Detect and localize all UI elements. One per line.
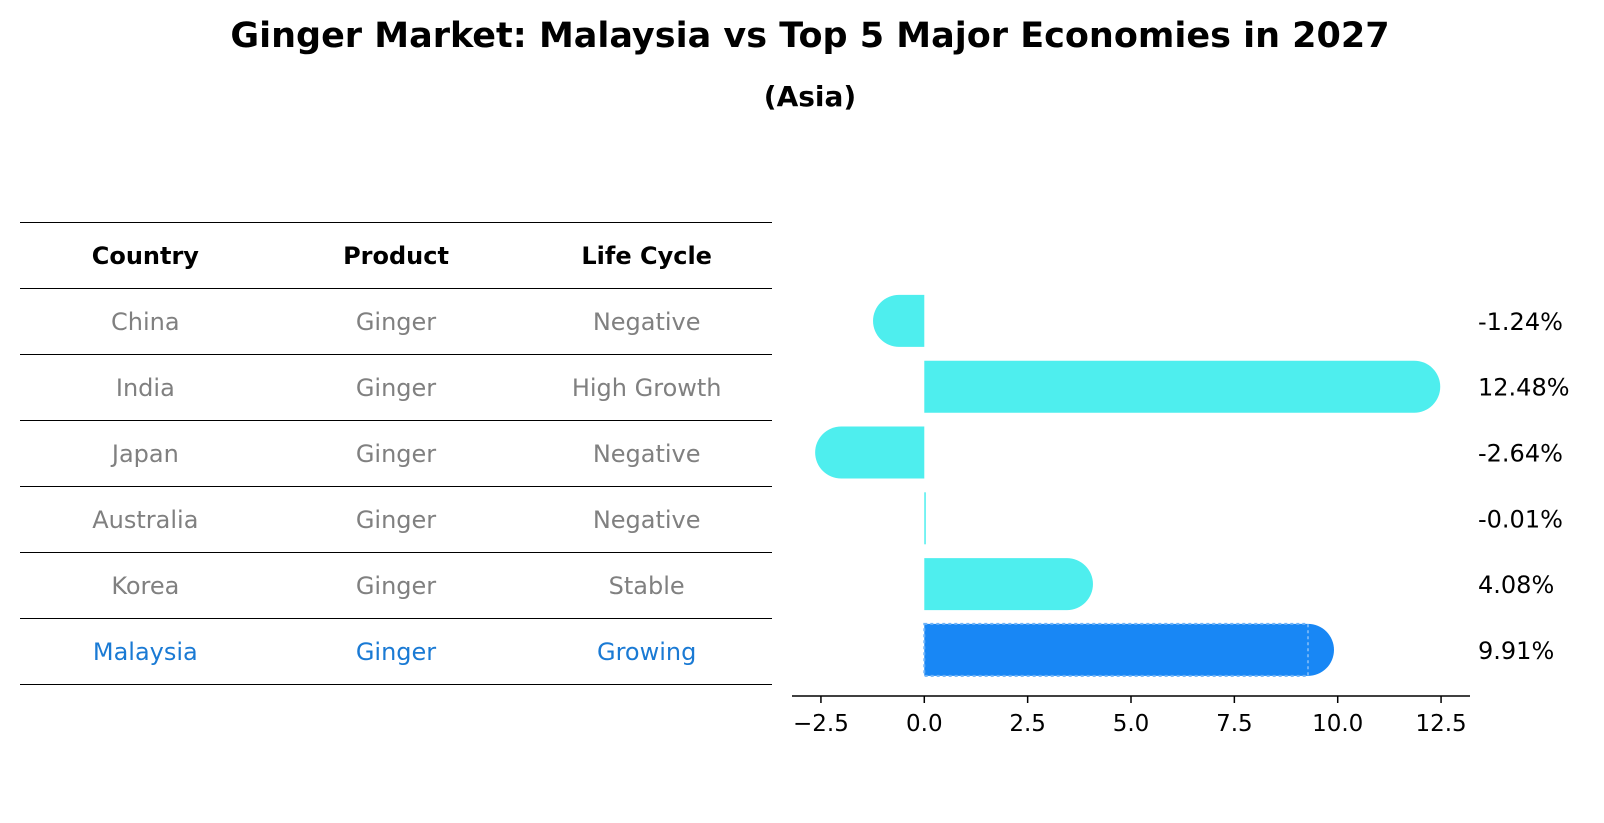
chart-title: Ginger Market: Malaysia vs Top 5 Major E…	[230, 16, 1390, 56]
bar-japan	[815, 426, 925, 479]
cell-product: Ginger	[355, 637, 437, 666]
bar-korea	[924, 558, 1093, 611]
table-row-highlight: Malaysia Ginger Growing	[20, 618, 772, 685]
table-row: China Ginger Negative	[20, 288, 772, 354]
x-tick-label: 0.0	[906, 711, 943, 737]
cell-product: Ginger	[355, 571, 437, 600]
value-label: 12.48%	[1478, 374, 1570, 402]
table-row: India Ginger High Growth	[20, 354, 772, 420]
value-label: -1.24%	[1478, 308, 1563, 336]
bar-china	[873, 294, 925, 347]
cell-life-cycle: Growing	[596, 637, 697, 666]
cell-life-cycle: Negative	[592, 505, 701, 534]
x-tick-label: −2.5	[793, 711, 849, 737]
cell-country: Japan	[111, 439, 179, 468]
header-product: Product	[343, 241, 449, 270]
table-row: Australia Ginger Negative	[20, 486, 772, 552]
header-life-cycle: Life Cycle	[581, 241, 712, 270]
bar-australia	[924, 492, 926, 545]
value-label: 9.91%	[1478, 637, 1554, 665]
cell-country: Australia	[92, 505, 199, 534]
cell-life-cycle: Stable	[608, 571, 685, 600]
cell-life-cycle: Negative	[592, 439, 701, 468]
market-table: Country Product Life Cycle China Ginger …	[20, 222, 772, 685]
cell-country: Korea	[111, 571, 180, 600]
cell-country: China	[111, 307, 180, 336]
x-tick-label: 5.0	[1113, 711, 1150, 737]
cell-country: India	[115, 373, 175, 402]
header-country: Country	[91, 241, 199, 270]
table-row: Japan Ginger Negative	[20, 420, 772, 486]
table-row: Korea Ginger Stable	[20, 552, 772, 618]
cell-country: Malaysia	[92, 637, 198, 666]
bar-india	[924, 360, 1441, 413]
x-tick-label: 12.5	[1415, 711, 1466, 737]
cell-life-cycle: Negative	[592, 307, 701, 336]
bar-highlight-outline	[923, 622, 1309, 677]
value-label: -2.64%	[1478, 440, 1563, 468]
cell-product: Ginger	[355, 373, 437, 402]
bar-malaysia	[924, 623, 1334, 676]
cell-product: Ginger	[355, 439, 437, 468]
x-tick-label: 2.5	[1009, 711, 1046, 737]
cell-product: Ginger	[355, 505, 437, 534]
value-label: -0.01%	[1478, 505, 1563, 533]
cell-life-cycle: High Growth	[571, 373, 722, 402]
cell-product: Ginger	[355, 307, 437, 336]
x-tick-label: 7.5	[1216, 711, 1253, 737]
value-label: 4.08%	[1478, 571, 1554, 599]
table-header-row: Country Product Life Cycle	[20, 222, 772, 288]
chart-subtitle: (Asia)	[763, 80, 857, 113]
x-tick-label: 10.0	[1312, 711, 1363, 737]
